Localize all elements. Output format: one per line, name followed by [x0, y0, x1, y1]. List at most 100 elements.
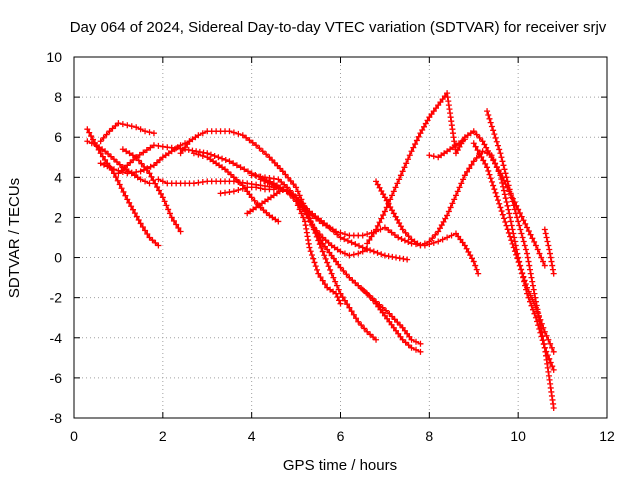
- data-point: [439, 236, 446, 243]
- data-point: [461, 172, 468, 179]
- data-point: [271, 159, 278, 166]
- y-tick-label: 2: [54, 209, 62, 225]
- data-point: [399, 324, 406, 331]
- data-point: [503, 222, 510, 229]
- data-point: [257, 185, 264, 192]
- data-point: [144, 230, 151, 237]
- data-point: [165, 206, 172, 213]
- data-point: [147, 163, 154, 170]
- series-trace: [193, 152, 280, 223]
- series-trace: [122, 148, 182, 233]
- series-arc-11: [244, 186, 286, 217]
- data-point: [226, 189, 233, 196]
- data-point: [397, 172, 404, 179]
- data-point: [243, 134, 250, 141]
- data-point: [470, 158, 477, 165]
- data-point: [494, 142, 501, 149]
- data-point: [529, 296, 536, 303]
- data-point: [451, 196, 458, 203]
- data-point: [333, 282, 340, 289]
- data-point: [248, 194, 255, 201]
- data-point: [309, 221, 316, 228]
- data-point: [529, 235, 536, 242]
- data-point: [241, 166, 248, 173]
- data-point: [112, 174, 119, 181]
- data-point: [524, 254, 531, 261]
- data-point: [394, 319, 401, 326]
- data-point: [275, 184, 282, 191]
- x-tick-label: 0: [70, 428, 78, 444]
- data-point: [403, 160, 410, 167]
- data-point: [381, 208, 388, 215]
- data-point: [479, 138, 486, 145]
- data-point: [156, 187, 163, 194]
- data-point: [161, 198, 168, 205]
- data-point: [296, 192, 303, 199]
- data-point: [313, 227, 320, 234]
- data-point: [507, 233, 514, 240]
- data-point: [328, 252, 335, 259]
- data-point: [381, 312, 388, 319]
- data-point: [543, 234, 550, 241]
- data-point: [120, 188, 127, 195]
- data-point: [511, 248, 518, 255]
- data-point: [537, 316, 544, 323]
- data-point: [521, 242, 528, 249]
- data-point: [435, 102, 442, 109]
- data-point: [408, 344, 415, 351]
- series-arc-20: [470, 140, 557, 355]
- data-point: [417, 348, 424, 355]
- data-point: [529, 278, 536, 285]
- data-point: [408, 336, 415, 343]
- data-point: [404, 330, 411, 337]
- data-point: [454, 188, 461, 195]
- data-point: [142, 128, 149, 135]
- data-point: [493, 138, 500, 145]
- data-point: [199, 179, 206, 186]
- data-point: [426, 238, 433, 245]
- data-point: [355, 250, 362, 257]
- data-point: [381, 224, 388, 231]
- y-tick-label: 10: [46, 49, 62, 65]
- data-point: [390, 188, 397, 195]
- data-point: [367, 247, 374, 254]
- data-point: [230, 160, 237, 167]
- data-point: [518, 230, 525, 237]
- data-point: [550, 404, 557, 411]
- data-point: [115, 167, 122, 174]
- data-point: [271, 182, 278, 189]
- data-point: [526, 262, 533, 269]
- data-point: [495, 168, 502, 175]
- data-point: [417, 242, 424, 249]
- data-point: [505, 229, 512, 236]
- data-point: [293, 184, 300, 191]
- data-point: [306, 210, 313, 217]
- data-point: [333, 228, 340, 235]
- data-point: [340, 267, 347, 274]
- data-point: [116, 161, 123, 168]
- data-point: [253, 172, 260, 179]
- data-point: [507, 214, 514, 221]
- data-point: [422, 120, 429, 127]
- data-point: [501, 215, 508, 222]
- data-point: [316, 217, 323, 224]
- data-point: [152, 180, 159, 187]
- data-point: [520, 217, 527, 224]
- data-point: [517, 226, 524, 233]
- data-point: [454, 147, 461, 154]
- data-point: [488, 152, 495, 159]
- data-point: [127, 159, 134, 166]
- data-point: [130, 206, 137, 213]
- data-point: [538, 254, 545, 261]
- data-point: [391, 316, 398, 323]
- data-point: [147, 144, 154, 151]
- data-point: [505, 206, 512, 213]
- data-point: [374, 249, 381, 256]
- data-point: [514, 214, 521, 221]
- data-point: [97, 150, 104, 157]
- data-point: [330, 274, 337, 281]
- data-point: [452, 192, 459, 199]
- data-point: [337, 229, 344, 236]
- data-point: [138, 160, 145, 167]
- data-point: [336, 297, 343, 304]
